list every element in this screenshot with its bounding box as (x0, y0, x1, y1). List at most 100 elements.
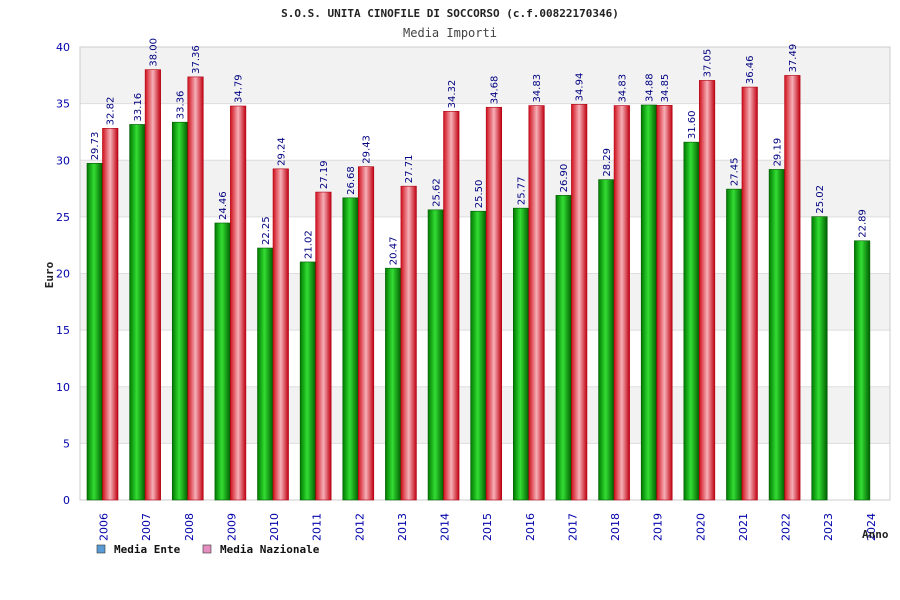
data-label-media-nazionale-2015: 34.68 (489, 76, 500, 105)
bar-media-nazionale-2022 (784, 75, 801, 501)
x-tick-label: 2020 (694, 513, 707, 541)
data-label-media-ente-2023: 25.02 (815, 185, 826, 214)
legend-swatch-media-ente (96, 544, 106, 554)
x-tick-label: 2016 (524, 513, 537, 541)
data-label-media-ente-2007: 33.16 (133, 93, 144, 122)
bar-media-ente-2016 (513, 207, 530, 501)
data-label-media-nazionale-2016: 34.83 (532, 74, 543, 103)
x-tick-label: 2009 (225, 513, 238, 541)
data-label-media-ente-2012: 26.68 (346, 166, 357, 195)
x-tick-label: 2019 (652, 513, 665, 541)
x-tick-label: 2014 (439, 513, 452, 541)
data-label-media-ente-2015: 25.50 (474, 180, 485, 209)
data-label-media-nazionale-2009: 34.79 (234, 74, 245, 103)
y-axis-label: Euro (43, 261, 56, 288)
bar-media-nazionale-2013 (400, 185, 417, 501)
bar-media-ente-2021 (726, 188, 743, 501)
bar-media-ente-2013 (385, 267, 402, 501)
y-tick-label: 15 (56, 324, 70, 337)
y-tick-label: 40 (56, 41, 70, 54)
data-label-media-ente-2014: 25.62 (431, 178, 442, 207)
data-label-media-ente-2019: 34.88 (644, 73, 655, 102)
x-tick-label: 2017 (566, 513, 579, 541)
bar-media-ente-2015 (470, 210, 487, 501)
y-tick-label: 25 (56, 211, 70, 224)
data-label-media-ente-2010: 22.25 (261, 216, 272, 245)
x-axis: 2006 2007 2008 2009 2010 2011 2012 2013 2014 2015… (98, 513, 878, 541)
bar-media-nazionale-2009 (230, 105, 247, 501)
data-label-media-nazionale-2007: 38.00 (148, 38, 159, 67)
bar-media-nazionale-2017 (571, 104, 588, 501)
data-label-media-ente-2017: 26.90 (559, 164, 570, 193)
y-tick-label: 30 (56, 154, 70, 167)
y-tick-label: 0 (63, 494, 70, 507)
data-label-media-ente-2021: 27.45 (730, 157, 741, 186)
legend: Media Ente Media Nazionale (96, 543, 320, 556)
data-label-media-nazionale-2020: 37.05 (703, 49, 714, 78)
y-tick-label: 20 (56, 268, 70, 281)
data-label-media-ente-2022: 29.19 (772, 138, 783, 167)
data-label-media-nazionale-2008: 37.36 (191, 45, 202, 74)
bar-media-ente-2023 (811, 216, 828, 501)
chart-title: S.O.S. UNITA CINOFILE DI SOCCORSO (c.f.0… (281, 7, 619, 20)
bar-media-ente-2011 (299, 261, 316, 501)
bar-media-ente-2022 (768, 169, 785, 501)
x-tick-label: 2011 (311, 513, 324, 541)
bar-media-nazionale-2010 (272, 168, 289, 501)
bar-media-ente-2018 (598, 179, 615, 501)
x-axis-label: Anno (862, 528, 889, 541)
bar-media-ente-2020 (683, 141, 700, 501)
data-label-media-ente-2013: 20.47 (389, 237, 400, 266)
data-label-media-ente-2020: 31.60 (687, 110, 698, 139)
data-label-media-ente-2024: 22.89 (858, 209, 869, 238)
x-tick-label: 2021 (737, 513, 750, 541)
data-label-media-nazionale-2022: 37.49 (788, 44, 799, 73)
bar-media-ente-2010 (257, 247, 274, 501)
x-tick-label: 2013 (396, 513, 409, 541)
bar-media-ente-2006 (86, 163, 103, 501)
bar-media-nazionale-2007 (144, 69, 161, 501)
chart-subtitle: Media Importi (403, 26, 497, 40)
data-label-media-ente-2006: 29.73 (90, 132, 101, 161)
y-tick-label: 5 (63, 437, 70, 450)
bar-media-nazionale-2006 (102, 128, 119, 501)
y-tick-label: 35 (56, 98, 70, 111)
data-label-media-ente-2008: 33.36 (176, 91, 187, 120)
data-label-media-nazionale-2010: 29.24 (276, 137, 287, 166)
x-tick-label: 2023 (822, 513, 835, 541)
x-tick-label: 2015 (481, 513, 494, 541)
data-label-media-nazionale-2017: 34.94 (575, 73, 586, 102)
data-label-media-ente-2011: 21.02 (303, 230, 314, 259)
bar-media-nazionale-2012 (357, 166, 375, 501)
y-axis: 0 5 10 15 20 25 30 35 40 (56, 41, 70, 507)
x-tick-label: 2006 (98, 513, 111, 541)
data-label-media-nazionale-2019: 34.85 (660, 74, 671, 103)
bar-media-nazionale-2018 (613, 105, 630, 501)
data-label-media-nazionale-2011: 27.19 (319, 160, 330, 189)
legend-label-media-nazionale: Media Nazionale (220, 543, 320, 556)
bar-media-ente-2009 (214, 222, 231, 501)
bar-series: 29.73 32.82 33.16 38.00 33.36 37.36 24.46 34.79… (86, 38, 871, 501)
bar-media-ente-2012 (342, 197, 359, 501)
data-label-media-ente-2009: 24.46 (218, 191, 229, 220)
bar-media-ente-2007 (129, 124, 146, 501)
data-label-media-nazionale-2014: 34.32 (447, 80, 458, 109)
x-tick-label: 2022 (780, 513, 793, 541)
bar-media-nazionale-2008 (187, 76, 204, 501)
x-tick-label: 2012 (353, 513, 366, 541)
x-tick-label: 2010 (268, 513, 281, 541)
bar-media-nazionale-2015 (485, 106, 502, 501)
bar-media-ente-2014 (427, 209, 444, 501)
bar-media-nazionale-2019 (656, 105, 673, 501)
data-label-media-nazionale-2021: 36.46 (745, 55, 756, 84)
x-tick-label: 2018 (609, 513, 622, 541)
bar-media-ente-2008 (171, 121, 189, 501)
bar-media-nazionale-2014 (443, 111, 460, 501)
data-label-media-nazionale-2006: 32.82 (106, 97, 117, 126)
data-label-media-nazionale-2018: 34.83 (617, 74, 628, 103)
data-label-media-nazionale-2013: 27.71 (404, 155, 415, 184)
bar-media-ente-2019 (640, 104, 658, 501)
bar-media-nazionale-2016 (528, 105, 545, 501)
x-tick-label: 2007 (140, 513, 153, 541)
